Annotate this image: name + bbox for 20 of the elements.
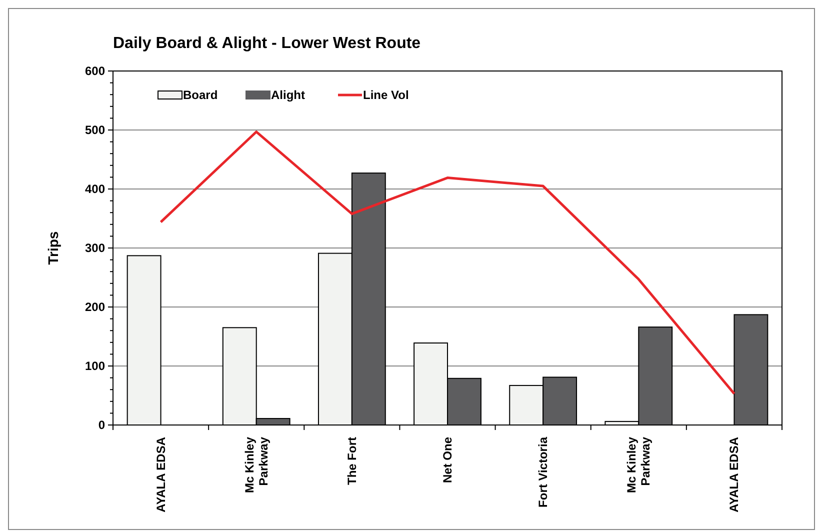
y-tick-label: 100 xyxy=(84,359,106,374)
y-tick-label: 300 xyxy=(84,241,106,256)
x-tick-label: AYALA EDSA xyxy=(154,436,168,512)
legend-label: Line Vol xyxy=(363,88,409,102)
chart-title: Daily Board & Alight - Lower West Route xyxy=(113,35,421,52)
legend-label: Alight xyxy=(271,88,305,102)
legend-label: Board xyxy=(183,88,218,102)
x-tick-label: Net One xyxy=(440,436,454,484)
line-series xyxy=(160,130,736,395)
y-tick-label: 600 xyxy=(84,64,106,78)
y-tick-label: 0 xyxy=(98,418,106,432)
x-tick-label: Fort Victoria xyxy=(536,436,550,508)
y-tick-label: 400 xyxy=(84,182,106,196)
y-tick-label: 200 xyxy=(84,300,106,314)
x-tick-label: Mc Kinley Parkway xyxy=(242,436,270,494)
x-tick-label: Mc Kinley Parkway xyxy=(624,436,653,494)
x-tick-label: AYALA EDSA xyxy=(727,436,742,512)
y-tick-label: 500 xyxy=(84,123,106,138)
y-axis-title: Trips xyxy=(45,231,61,265)
x-tick-label: The Fort xyxy=(344,437,359,485)
